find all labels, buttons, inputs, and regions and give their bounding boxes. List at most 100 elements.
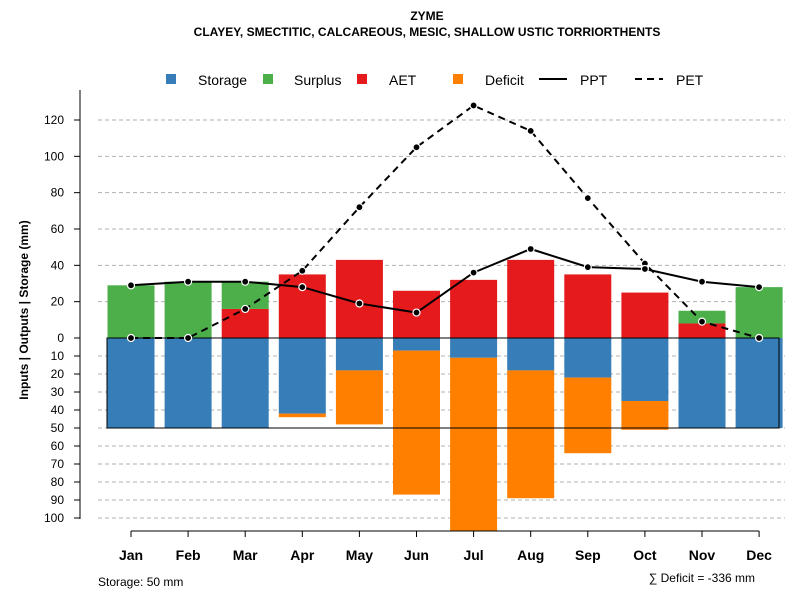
deficit-annotation: ∑ Deficit = -336 mm — [649, 571, 755, 585]
chart-subtitle: CLAYEY, SMECTITIC, CALCAREOUS, MESIC, SH… — [194, 25, 661, 39]
point-pet-apr — [298, 266, 307, 275]
bar-deficit-jul — [450, 357, 498, 531]
x-tick-label-feb: Feb — [176, 547, 201, 563]
bar-storage-may — [335, 338, 383, 371]
point-ppt-nov — [697, 277, 707, 286]
point-ppt-dec — [754, 283, 764, 292]
x-tick-label-nov: Nov — [689, 547, 716, 563]
x-tick-label-jul: Jul — [463, 547, 483, 563]
point-ppt-may — [355, 299, 364, 308]
lines — [126, 101, 764, 343]
y-tick-label-neg-100: 100 — [44, 511, 64, 525]
point-pet-mar — [241, 304, 250, 314]
storage-annotation: Storage: 50 mm — [98, 575, 183, 589]
y-axis: 0 20 40 60 80 100 120 10 20 30 40 50 60 70 80 90 100 — [44, 90, 81, 525]
y-tick-label-neg-80: 80 — [51, 475, 65, 489]
legend-label-deficit: Deficit — [485, 72, 524, 88]
y-tick-label-neg-20: 20 — [51, 367, 65, 381]
x-tick-label-jun: Jun — [404, 547, 429, 563]
bar-aet-aug — [507, 259, 555, 338]
x-tick-label-may: May — [346, 547, 373, 563]
bar-storage-aug — [507, 338, 555, 371]
y-axis-label: Inputs | Outputs | Storage (mm) — [17, 220, 31, 399]
legend-label-ppt: PPT — [580, 72, 608, 88]
y-tick-label-80: 80 — [51, 186, 65, 200]
point-ppt-apr — [298, 283, 307, 292]
x-tick-label-jan: Jan — [119, 547, 143, 563]
bar-deficit-may — [335, 370, 383, 425]
y-tick-label-neg-30: 30 — [51, 385, 65, 399]
bar-storage-sep — [564, 338, 612, 378]
y-tick-label-120: 120 — [44, 113, 64, 127]
bar-aet-mar — [221, 308, 269, 338]
bar-aet-oct — [621, 292, 669, 338]
point-ppt-jul — [469, 268, 478, 277]
bar-storage-mar — [221, 338, 269, 428]
bar-deficit-apr — [278, 413, 326, 418]
legend-symbol-deficit — [453, 74, 463, 84]
y-tick-label-60: 60 — [51, 222, 65, 236]
point-ppt-jun — [412, 308, 421, 317]
bar-surplus-mar — [221, 281, 269, 309]
point-ppt-jan — [126, 281, 136, 290]
point-pet-jul — [469, 101, 478, 110]
bar-storage-jun — [393, 338, 440, 351]
y-tick-label-neg-10: 10 — [51, 349, 65, 363]
y-tick-label-neg-60: 60 — [51, 439, 65, 453]
x-tick-label-mar: Mar — [233, 547, 258, 563]
y-tick-label-neg-40: 40 — [51, 403, 65, 417]
bar-surplus-jan — [107, 285, 155, 338]
point-pet-jan — [126, 333, 136, 343]
bar-storage-apr — [278, 338, 326, 414]
storage-box — [106, 337, 780, 429]
bar-deficit-aug — [507, 370, 555, 499]
point-ppt-feb — [184, 277, 193, 286]
bar-surplus-feb — [164, 281, 212, 338]
legend-label-aet: AET — [389, 72, 417, 88]
x-tick-label-aug: Aug — [517, 547, 544, 563]
x-tick-label-oct: Oct — [633, 547, 657, 563]
bars — [107, 259, 783, 531]
bar-storage-jul — [450, 338, 498, 358]
bar-deficit-sep — [564, 377, 612, 454]
chart-title: ZYME — [410, 9, 443, 23]
point-ppt-aug — [526, 244, 535, 254]
point-ppt-mar — [241, 277, 250, 286]
point-pet-aug — [526, 126, 535, 135]
y-tick-label-neg-70: 70 — [51, 457, 65, 471]
bar-aet-sep — [564, 274, 612, 338]
y-tick-label-20: 20 — [51, 295, 65, 309]
x-axis: Jan Feb Mar Apr May Jun Jul Aug Sep Oct Nov Dec — [119, 530, 772, 563]
bar-storage-feb — [164, 338, 212, 428]
bar-storage-oct — [621, 338, 669, 401]
point-pet-nov — [697, 317, 707, 326]
bar-aet-jul — [450, 279, 498, 338]
y-tick-label-neg-50: 50 — [51, 421, 65, 435]
point-pet-may — [355, 203, 364, 212]
point-ppt-oct — [640, 264, 650, 274]
bar-storage-jan — [107, 338, 155, 428]
legend-label-surplus: Surplus — [294, 72, 341, 88]
y-tick-label-100: 100 — [44, 149, 64, 163]
bar-surplus-nov — [678, 310, 726, 324]
y-tick-label-40: 40 — [51, 258, 65, 272]
point-pet-dec — [754, 333, 764, 343]
legend-symbol-aet — [357, 74, 367, 84]
y-tick-label-neg-90: 90 — [51, 493, 65, 507]
storage-capacity-outline — [106, 337, 780, 429]
point-pet-sep — [583, 194, 592, 203]
point-ppt-sep — [583, 263, 592, 272]
legend-label-pet: PET — [676, 72, 704, 88]
x-tick-label-apr: Apr — [290, 547, 315, 563]
point-pet-jun — [412, 143, 421, 152]
y-tick-label-0: 0 — [57, 331, 64, 345]
line-ppt — [130, 247, 760, 314]
point-pet-feb — [184, 333, 193, 343]
legend-label-storage: Storage — [198, 72, 247, 88]
legend-symbol-storage — [166, 74, 176, 84]
bar-deficit-oct — [621, 401, 669, 430]
bar-aet-nov — [678, 323, 726, 338]
x-tick-label-sep: Sep — [575, 547, 601, 563]
bar-deficit-jun — [393, 350, 440, 495]
